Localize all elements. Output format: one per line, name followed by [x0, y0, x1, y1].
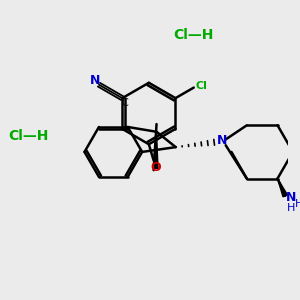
Text: N: N: [217, 134, 227, 147]
Polygon shape: [278, 178, 287, 197]
Text: Cl—H: Cl—H: [9, 129, 49, 142]
Text: H: H: [287, 203, 295, 213]
Text: N: N: [90, 74, 100, 87]
Text: Cl—H: Cl—H: [173, 28, 213, 42]
Text: O: O: [150, 161, 161, 174]
Text: N: N: [286, 191, 296, 204]
Text: C: C: [122, 98, 128, 108]
Text: Cl: Cl: [196, 81, 207, 91]
Polygon shape: [153, 132, 158, 168]
Text: H: H: [295, 199, 300, 208]
